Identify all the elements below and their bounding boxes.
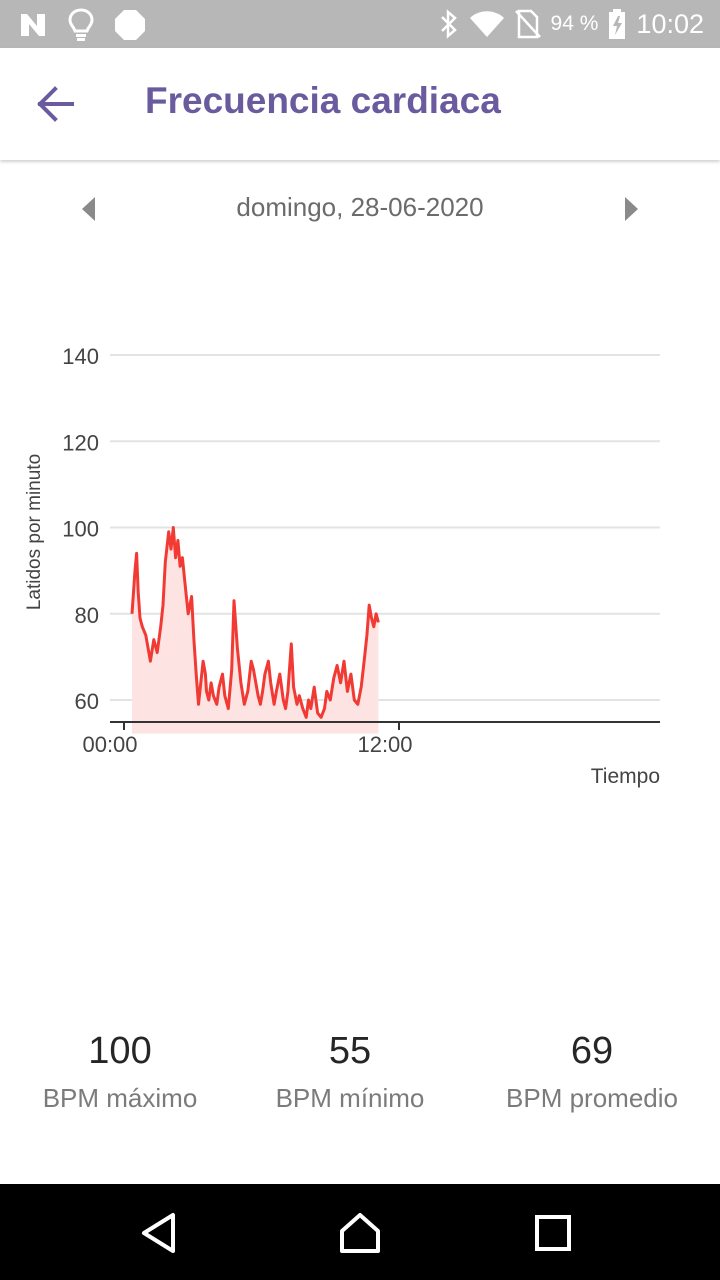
bluetooth-icon	[440, 9, 457, 39]
lightbulb-icon	[68, 8, 94, 41]
status-bar-right: 94 % 10:02	[439, 0, 704, 48]
battery-percent: 94 %	[550, 12, 599, 35]
series-line	[130, 526, 380, 719]
no-sim-icon	[514, 9, 541, 39]
home-icon	[340, 1213, 380, 1253]
previous-day-button[interactable]	[74, 194, 104, 224]
back-triangle-icon	[142, 1213, 175, 1253]
y-axis-title: Latidos por minuto	[24, 454, 45, 610]
y-tick-label: 80	[75, 603, 99, 628]
battery-charging-icon	[609, 9, 626, 39]
date-navigator: domingo, 28-06-2020	[0, 180, 720, 236]
series-area	[132, 527, 379, 734]
nav-recents-button[interactable]	[530, 1210, 576, 1256]
triangle-right-icon	[625, 197, 638, 221]
triangle-left-icon	[82, 197, 95, 221]
stat-max: 100 BPM máximo	[0, 1030, 240, 1114]
y-tick-label: 120	[62, 430, 99, 455]
stat-avg: 69 BPM promedio	[472, 1030, 712, 1114]
nav-home-button[interactable]	[337, 1210, 383, 1256]
x-axis-title: Tiempo	[591, 765, 660, 788]
stop-octagon-icon	[115, 10, 145, 40]
x-tick-label: 12:00	[357, 732, 412, 757]
nav-back-button[interactable]	[137, 1210, 183, 1256]
stat-avg-label: BPM promedio	[506, 1083, 678, 1113]
y-tick-label: 60	[75, 689, 99, 714]
stat-min: 55 BPM mínimo	[230, 1030, 470, 1114]
arrow-left-icon	[37, 86, 74, 122]
y-tick-label: 100	[62, 517, 99, 542]
stat-min-value: 55	[328, 1030, 372, 1072]
recents-square-icon	[535, 1215, 571, 1251]
next-day-button[interactable]	[616, 194, 646, 224]
heart-rate-chart-svg: 60 80 100 120 140 00:00 12:00 Tiempo Latidos por…	[24, 344, 660, 788]
x-tick-label: 00:00	[82, 732, 137, 757]
stat-min-label: BPM mínimo	[275, 1083, 425, 1113]
status-bar: 94 % 10:02	[0, 0, 720, 48]
page-title: Frecuencia cardiaca	[145, 80, 501, 121]
back-button[interactable]	[30, 84, 82, 124]
heart-rate-chart: 60 80 100 120 140 00:00 12:00 Tiempo Latidos por…	[0, 320, 720, 800]
system-nav-bar	[0, 1184, 720, 1280]
current-date: domingo, 28-06-2020	[236, 192, 484, 222]
app-bar: Frecuencia cardiaca	[0, 48, 720, 160]
status-time: 10:02	[636, 8, 704, 39]
y-tick-label: 140	[62, 344, 99, 369]
stat-max-value: 100	[88, 1030, 152, 1072]
status-bar-left-icons	[18, 8, 146, 42]
stat-max-label: BPM máximo	[42, 1083, 198, 1113]
stat-avg-value: 69	[570, 1030, 614, 1072]
wifi-icon	[469, 11, 504, 37]
n-notification-icon	[21, 14, 45, 36]
